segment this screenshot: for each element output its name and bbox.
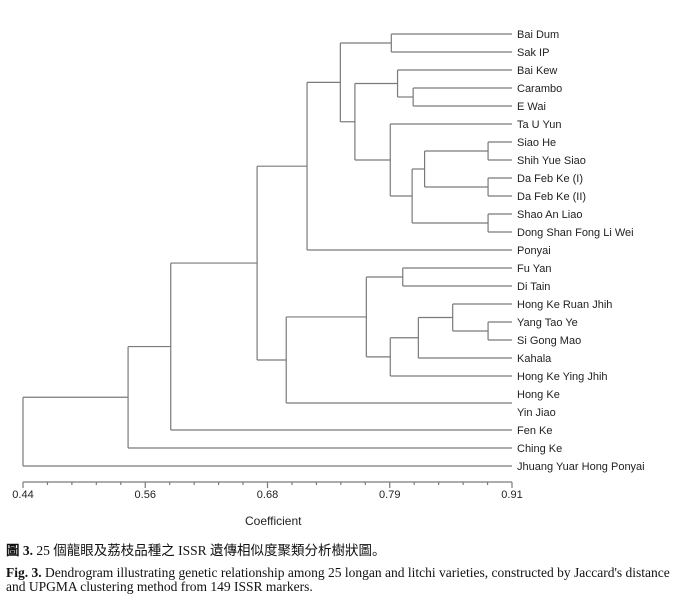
leaf-label: Yang Tao Ye (517, 317, 578, 329)
leaf-label: E Wai (517, 101, 546, 113)
leaf-label: Kahala (517, 353, 552, 365)
leaf-label: Da Feb Ke (II) (517, 191, 586, 203)
leaf-label: Yin Jiao (517, 407, 556, 419)
caption-chinese: 圖 3. 25 個龍眼及荔枝品種之 ISSR 遺傳相似度聚類分析樹狀圖。 (6, 544, 386, 558)
caption-english-label: Fig. 3. (6, 565, 42, 580)
leaf-label: Hong Ke Ying Jhih (517, 371, 608, 383)
leaf-label: Siao He (517, 137, 556, 149)
leaf-label: Fu Yan (517, 263, 551, 275)
leaf-label: Hong Ke Ruan Jhih (517, 299, 612, 311)
leaf-label: Hong Ke (517, 389, 560, 401)
x-tick-label: 0.56 (135, 489, 156, 501)
x-axis-title: Coefficient (245, 514, 302, 528)
x-tick-label: 0.44 (12, 489, 33, 501)
x-tick-label: 0.79 (379, 489, 400, 501)
x-tick-label: 0.91 (501, 489, 522, 501)
leaf-label: Fen Ke (517, 425, 552, 437)
caption-english: Fig. 3. Dendrogram illustrating genetic … (6, 566, 671, 594)
dendrogram: Bai Dum Sak IP Bai Kew Carambo E Wai Ta U Yun… (12, 29, 645, 501)
leaf-label: Shih Yue Siao (517, 155, 586, 167)
caption-chinese-label: 圖 3. (6, 543, 33, 558)
x-tick-label: 0.68 (257, 489, 278, 501)
leaf-label: Carambo (517, 83, 562, 95)
leaf-label: Jhuang Yuar Hong Ponyai (517, 461, 645, 473)
leaf-label: Bai Kew (517, 65, 557, 77)
caption-chinese-text: 25 個龍眼及荔枝品種之 ISSR 遺傳相似度聚類分析樹狀圖。 (33, 543, 386, 558)
leaf-label: Ta U Yun (517, 119, 561, 131)
leaf-label: Shao An Liao (517, 209, 582, 221)
leaf-label: Ponyai (517, 245, 551, 257)
caption-english-text: Dendrogram illustrating genetic relation… (6, 565, 670, 594)
leaf-label: Sak IP (517, 47, 549, 59)
leaf-label: Di Tain (517, 281, 550, 293)
leaf-label: Bai Dum (517, 29, 559, 41)
leaf-label: Dong Shan Fong Li Wei (517, 227, 634, 239)
leaf-label: Da Feb Ke (I) (517, 173, 583, 185)
leaf-label: Ching Ke (517, 443, 562, 455)
leaf-label: Si Gong Mao (517, 335, 581, 347)
